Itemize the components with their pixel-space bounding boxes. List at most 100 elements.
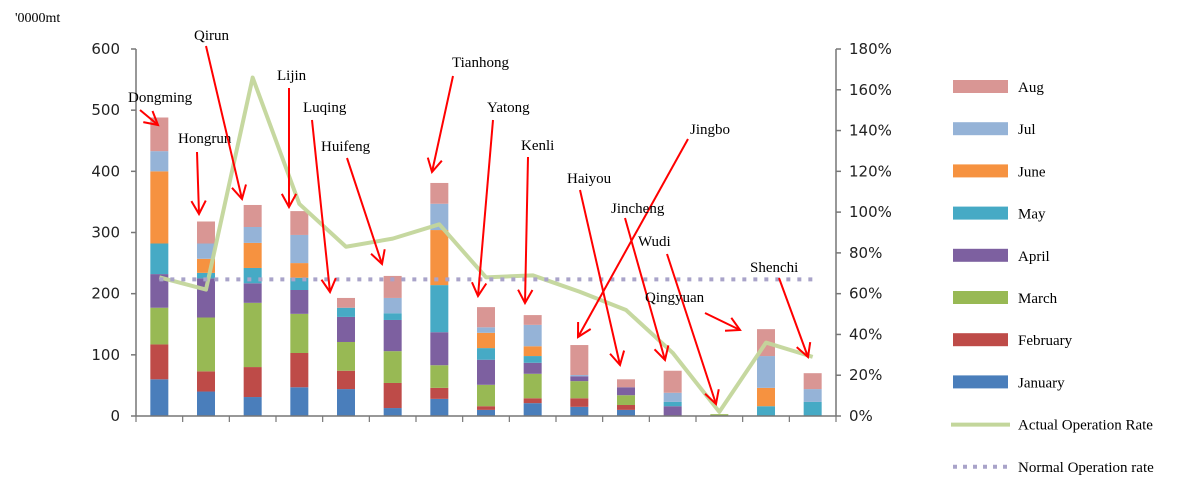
y-tick-label: 300 [91,224,120,242]
bar-segment-february [617,404,635,410]
bar-segment-jul [150,151,169,172]
line-series [158,75,814,414]
bar-segment-january [383,408,402,416]
y2-tick-label: 120% [849,162,892,180]
y2-tick-label: 20% [849,366,882,384]
annotation-jincheng: Jincheng [611,201,670,363]
bar-segment-aug [803,373,822,390]
legend-swatch [953,333,1008,347]
bar-segment-march [197,317,215,372]
annotation-label: Huifeng [321,139,371,155]
y2-tick-label: 40% [849,325,882,343]
y2-tick-label: 140% [849,122,892,140]
arrow-icon [653,345,670,363]
bar-segment-june [430,230,449,286]
bar-segment-may [663,401,682,407]
bar-segment-january [523,403,542,416]
arrow-icon [280,193,298,210]
bar-wudi [710,414,729,416]
annotation-wudi: Wudi [638,234,720,406]
bar-segment-april [523,362,542,374]
y-tick-label: 100 [91,346,120,364]
bar-segment-april [617,387,635,396]
bar-segment-april [383,319,402,352]
bar-segment-february [243,367,262,398]
annotation-label: Wudi [638,234,671,250]
bar-segment-march [150,307,169,345]
y-tick-label: 400 [91,162,120,180]
arrow-icon [231,184,247,202]
bar-segment-march [243,302,262,368]
bar-segment-february [430,387,449,399]
bar-haiyou [570,345,589,416]
legend-swatch [953,164,1008,178]
bar-segment-january [290,387,309,416]
bar-segment-february [197,371,215,392]
arrow-icon [320,277,337,295]
bar-segment-may [430,285,449,333]
bar-segment-may [197,272,215,279]
annotation-label: Dongming [128,90,193,106]
bar-segment-april [570,376,589,382]
bar-segment-aug [383,275,402,298]
bar-series [150,117,822,416]
bar-segment-march [477,384,495,407]
bar-dongming [150,117,169,416]
y-tick-label: 500 [91,101,120,119]
annotation-label: Haiyou [567,171,612,187]
bar-segment-april [290,289,309,314]
bar-segment-january [150,379,169,416]
arrow-icon [517,289,534,306]
bar-huifeng [383,275,402,416]
annotation-label: Lijin [277,68,307,84]
legend-item-jul: Jul [953,122,1036,138]
legend-swatch [953,122,1008,136]
bar-jingbo [617,379,635,416]
legend-item-actual-operation-rate: Actual Operation Rate [951,418,1153,434]
bar-segment-may [383,313,402,320]
legend-item-february: February [953,333,1073,349]
bar-segment-jul [523,324,542,347]
bar-segment-aug [337,297,355,308]
annotation-haiyou: Haiyou [567,171,626,368]
bar-segment-february [383,382,402,409]
bar-segment-jul [383,297,402,314]
bar-segment-january [617,409,635,416]
legend-item-april: April [953,249,1050,265]
legend-label: Jul [1018,122,1036,138]
annotation-label: Kenli [521,138,554,154]
annotation-luqing: Luqing [303,100,347,295]
bar-segment-june [757,387,775,407]
legend-swatch [953,80,1008,93]
bar-segment-jul [477,327,495,333]
annotations: Dongming Hongrun Qirun Lijin Luqing Huifeng Ti… [128,28,812,406]
annotation-jingbo: Jingbo [576,122,730,339]
legend-label: Normal Operation rate [1018,460,1154,476]
arrow-icon [796,342,812,359]
bar-segment-january [337,389,355,416]
bar-segment-jul [803,389,822,402]
annotation-qingyuan: Qingyuan [645,290,742,332]
arrow-icon [724,317,742,332]
bar-segment-aug [570,345,589,376]
y2-tick-label: 180% [849,40,892,58]
arrow-icon [143,110,160,127]
bar-segment-may [477,348,495,360]
bar-segment-april [430,332,449,366]
bar-segment-aug [150,117,169,152]
bar-segment-march [290,313,309,353]
bar-hongrun [197,221,215,416]
annotation-kenli: Kenli [517,138,554,306]
legend-swatch [953,375,1008,389]
bar-jincheng [663,370,682,416]
y2-tick-label: 100% [849,203,892,221]
bar-segment-may [150,243,169,275]
y2-tick-label: 160% [849,81,892,99]
bar-segment-february [290,352,309,388]
bar-segment-january [197,391,215,416]
bar-segment-april [337,316,355,342]
bar-segment-april [663,406,682,416]
bar-segment-march [430,365,449,388]
bar-segment-june [290,263,309,278]
bar-segment-january [243,397,262,416]
